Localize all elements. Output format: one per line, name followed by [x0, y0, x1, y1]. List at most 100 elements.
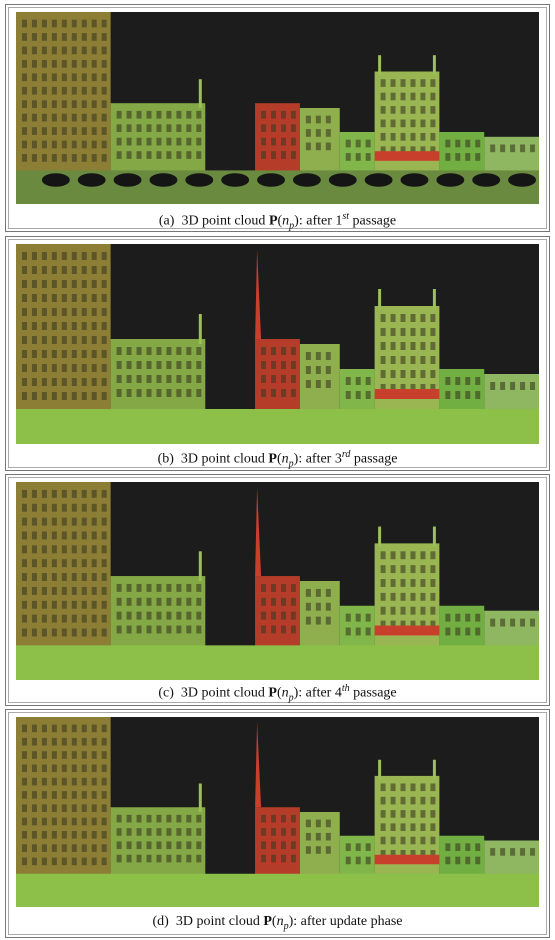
window: [32, 87, 37, 95]
window: [127, 598, 132, 606]
window: [52, 322, 57, 330]
window: [156, 375, 161, 383]
window: [62, 490, 67, 498]
window: [391, 810, 396, 818]
window: [62, 532, 67, 540]
window: [82, 100, 87, 108]
car-shadow: [472, 173, 500, 186]
red-band: [375, 855, 440, 865]
caption: (d) 3D point cloud P(np): after update p…: [6, 914, 549, 932]
window: [72, 858, 77, 866]
window: [420, 370, 425, 378]
window: [32, 154, 37, 162]
window: [32, 252, 37, 260]
window: [42, 141, 47, 149]
window: [92, 629, 97, 637]
window: [82, 87, 87, 95]
window: [117, 389, 122, 397]
caption-after: : after: [299, 214, 336, 229]
window: [186, 626, 191, 634]
window: [102, 818, 107, 826]
window: [176, 626, 181, 634]
window: [72, 252, 77, 260]
window: [72, 545, 77, 553]
window: [82, 778, 87, 786]
window: [530, 619, 535, 627]
window: [32, 364, 37, 372]
window: [32, 518, 37, 526]
window: [22, 504, 27, 512]
window: [137, 855, 142, 863]
window: [147, 855, 152, 863]
window: [62, 629, 67, 637]
window: [147, 815, 152, 823]
window: [42, 20, 47, 28]
window: [127, 612, 132, 620]
window: [137, 361, 142, 369]
window: [42, 378, 47, 386]
window: [430, 579, 435, 587]
window: [52, 154, 57, 162]
window: [72, 751, 77, 759]
window: [32, 725, 37, 733]
window: [62, 518, 67, 526]
window: [52, 738, 57, 746]
window: [42, 518, 47, 526]
window: [82, 114, 87, 122]
window: [445, 140, 450, 148]
window: [176, 138, 181, 146]
window: [391, 328, 396, 336]
window: [92, 778, 97, 786]
window: [147, 389, 152, 397]
window: [62, 20, 67, 28]
red-band: [375, 626, 440, 636]
window: [326, 846, 331, 854]
window: [32, 378, 37, 386]
window: [127, 626, 132, 634]
window: [445, 857, 450, 865]
window: [22, 294, 27, 302]
window: [22, 629, 27, 637]
window: [72, 127, 77, 135]
window: [306, 589, 311, 597]
window: [92, 738, 97, 746]
window: [72, 573, 77, 581]
window: [92, 87, 97, 95]
window: [92, 154, 97, 162]
window: [62, 844, 67, 852]
window: [281, 361, 286, 369]
window: [281, 151, 286, 159]
window: [420, 797, 425, 805]
window: [42, 114, 47, 122]
window: [32, 336, 37, 344]
window: [391, 79, 396, 87]
window: [271, 375, 276, 383]
window: [72, 601, 77, 609]
window: [381, 356, 386, 364]
panel: (a) 3D point cloud P(np): after 1st pass…: [5, 4, 550, 232]
window: [147, 626, 152, 634]
window: [82, 73, 87, 81]
window: [52, 114, 57, 122]
window: [156, 361, 161, 369]
window: [381, 784, 386, 792]
window: [92, 114, 97, 122]
window: [271, 347, 276, 355]
window: [430, 328, 435, 336]
window: [102, 831, 107, 839]
window: [316, 366, 321, 374]
window: [82, 831, 87, 839]
window: [137, 124, 142, 132]
caption-text: 3D point cloud: [181, 686, 265, 701]
window: [186, 841, 191, 849]
window: [176, 347, 181, 355]
window: [102, 858, 107, 866]
window: [196, 389, 201, 397]
window: [92, 545, 97, 553]
window: [271, 124, 276, 132]
window: [92, 336, 97, 344]
window: [42, 778, 47, 786]
window: [52, 587, 57, 595]
window: [22, 858, 27, 866]
window: [281, 815, 286, 823]
